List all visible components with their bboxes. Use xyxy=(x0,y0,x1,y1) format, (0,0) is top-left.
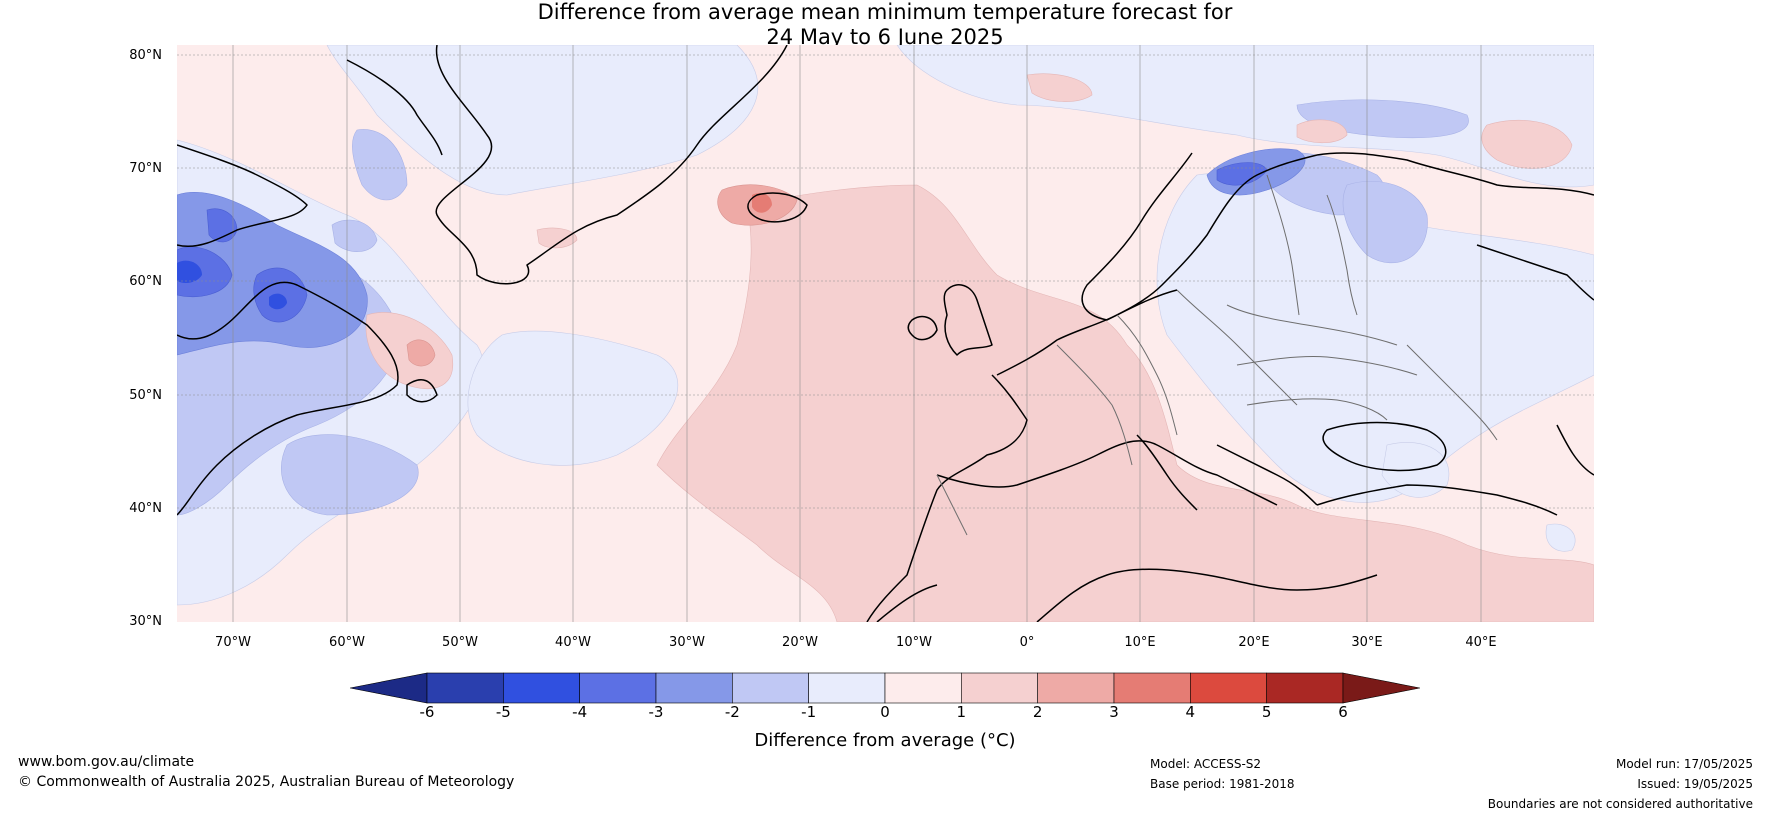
footer-model: Model: ACCESS-S2 xyxy=(1150,757,1262,771)
colorbar-box xyxy=(732,672,809,704)
colorbar-box xyxy=(579,672,657,704)
colorbar-box xyxy=(1113,672,1191,704)
colorbar-tick-label: 0 xyxy=(880,703,890,721)
lon-label-20w: 20°W xyxy=(782,635,818,650)
colorbar xyxy=(350,672,1420,704)
lon-label-70w: 70°W xyxy=(215,635,251,650)
colorbar-under-arrow xyxy=(350,672,428,704)
lat-label-60n: 60°N xyxy=(129,274,162,289)
graticule xyxy=(177,54,1594,509)
lon-label-10w: 10°W xyxy=(896,635,932,650)
lat-label-70n: 70°N xyxy=(129,161,162,176)
colorbar-tick-label: -4 xyxy=(572,703,588,721)
colorbar-box xyxy=(1266,672,1344,704)
lon-label-10e: 10°E xyxy=(1124,635,1156,650)
lon-label-40w: 40°W xyxy=(555,635,591,650)
colorbar-tick-label: 3 xyxy=(1109,703,1119,721)
footer-disclaimer: Boundaries are not considered authoritat… xyxy=(1487,797,1753,811)
title-line-1: Difference from average mean minimum tem… xyxy=(537,0,1233,24)
colorbar-box xyxy=(503,672,580,704)
anomaly-plus-3-regions xyxy=(752,193,772,213)
colorbar-tick-label: 5 xyxy=(1261,703,1272,721)
lat-label-80n: 80°N xyxy=(129,48,162,63)
colorbar-box xyxy=(961,672,1038,704)
colorbar-tick-label: -6 xyxy=(419,703,435,721)
colorbar-tick-label: 4 xyxy=(1185,703,1196,721)
country-borders xyxy=(936,174,1498,536)
colorbar-tick-label: 1 xyxy=(956,703,967,721)
footer-copyright: © Commonwealth of Australia 2025, Austra… xyxy=(18,774,515,790)
lat-label-40n: 40°N xyxy=(129,501,162,516)
colorbar-tick-label: -5 xyxy=(495,703,511,721)
colorbar-box xyxy=(655,672,733,704)
map-title: Difference from average mean minimum tem… xyxy=(0,0,1770,50)
colorbar-over-arrow xyxy=(1342,672,1420,704)
colorbar-boxes xyxy=(426,672,1344,704)
lat-label-30n: 30°N xyxy=(129,614,162,629)
meridians xyxy=(232,45,1482,622)
colorbar-label: Difference from average (°C) xyxy=(754,730,1016,751)
footer-issued: Issued: 19/05/2025 xyxy=(1637,777,1753,791)
colorbar-box xyxy=(1190,672,1267,704)
lat-label-50n: 50°N xyxy=(129,388,162,403)
colorbar-tick-label: 2 xyxy=(1032,703,1043,721)
lon-label-20e: 20°E xyxy=(1238,635,1270,650)
colorbar-tick-label: -2 xyxy=(724,703,740,721)
anomaly-minus-5-regions xyxy=(177,260,287,310)
lon-label-40e: 40°E xyxy=(1465,635,1497,650)
map-svg xyxy=(177,45,1594,622)
footer-model-run: Model run: 17/05/2025 xyxy=(1615,757,1753,771)
lon-label-30w: 30°W xyxy=(669,635,705,650)
lon-label-60w: 60°W xyxy=(329,635,365,650)
lon-label-50w: 50°W xyxy=(442,635,478,650)
colorbar-tick-label: 6 xyxy=(1338,703,1348,721)
forecast-map xyxy=(177,45,1594,622)
colorbar-box xyxy=(808,672,886,704)
colorbar-box xyxy=(1037,672,1115,704)
footer-url: www.bom.gov.au/climate xyxy=(18,754,195,770)
colorbar-tick-label: -1 xyxy=(801,703,817,721)
colorbar-box xyxy=(426,672,504,704)
colorbar-tick-label: -3 xyxy=(648,703,664,721)
lon-label-0: 0° xyxy=(1019,635,1035,650)
footer-base-period: Base period: 1981-2018 xyxy=(1150,777,1295,791)
colorbar-box xyxy=(884,672,962,704)
coastlines xyxy=(177,45,1594,622)
lon-label-30e: 30°E xyxy=(1351,635,1383,650)
